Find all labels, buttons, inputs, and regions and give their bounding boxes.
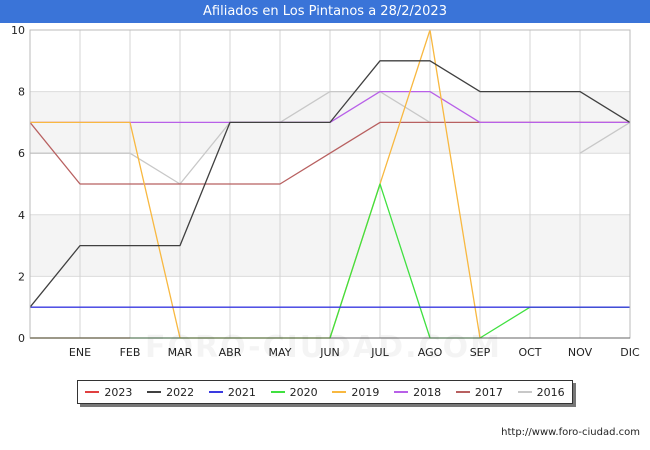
axes xyxy=(29,29,631,339)
series-line-2016 xyxy=(579,121,631,154)
y-tick-label: 0 xyxy=(18,332,25,345)
legend-item-2017: 2017 xyxy=(455,385,503,399)
x-tick-label: AGO xyxy=(418,346,443,359)
x-tick-label: JUN xyxy=(319,346,340,359)
legend-label: 2023 xyxy=(104,385,133,399)
legend-item-2019: 2019 xyxy=(332,386,379,399)
x-tick-label: OCT xyxy=(518,346,541,359)
legend-swatch xyxy=(394,391,409,393)
legend-item-2022: 2022 xyxy=(147,386,194,399)
x-tick-labels: ENE FEB MAR ABR MAY JUN JUL AGO SEP OCT NOV DIC xyxy=(69,346,640,359)
watermark: FORO-CIUDAD.COM xyxy=(145,330,502,365)
legend-label: 2017 xyxy=(474,385,503,399)
y-tick-label: 8 xyxy=(18,86,25,99)
legend-label: 2019 xyxy=(351,385,380,399)
x-tick-label: JUL xyxy=(370,346,389,359)
legend-item-2016: 2016 xyxy=(517,385,565,399)
legend-item-2018: 2018 xyxy=(394,386,441,399)
y-tick-label: 6 xyxy=(18,147,25,160)
legend-item-2023: 2023 xyxy=(85,386,132,399)
x-tick-label: ENE xyxy=(69,346,91,359)
chart-title: Afiliados en Los Pintanos a 28/2/2023 xyxy=(0,0,650,23)
series-line-2022 xyxy=(29,60,631,308)
legend-item-2020: 2020 xyxy=(270,385,318,399)
y-tick-labels: 0 2 4 6 8 10 xyxy=(11,24,25,345)
y-tick-label: 2 xyxy=(18,270,25,283)
x-tick-label: FEB xyxy=(120,346,141,359)
legend-label: 2022 xyxy=(166,385,195,399)
legend-swatch xyxy=(517,391,532,393)
legend-label: 2021 xyxy=(227,385,256,399)
x-tick-label: DIC xyxy=(620,346,640,359)
legend-label: 2016 xyxy=(536,385,565,399)
legend-swatch xyxy=(147,391,162,393)
legend-swatch xyxy=(455,391,470,393)
x-tick-label: ABR xyxy=(219,346,242,359)
legend-swatch xyxy=(85,391,100,393)
x-tick-label: MAY xyxy=(269,346,292,359)
legend-label: 2018 xyxy=(413,385,442,399)
x-tick-label: MAR xyxy=(168,346,193,359)
x-tick-label: SEP xyxy=(470,346,491,359)
x-tick-label: NOV xyxy=(568,346,593,359)
series-lines xyxy=(29,29,631,339)
y-tick-label: 4 xyxy=(18,209,25,222)
legend: 2023 2022 2021 2020 2019 2018 2017 2016 xyxy=(77,380,573,404)
legend-swatch xyxy=(332,391,347,393)
legend-label: 2020 xyxy=(289,385,318,399)
y-tick-label: 10 xyxy=(11,24,25,37)
legend-item-2021: 2021 xyxy=(208,385,256,399)
legend-swatch xyxy=(270,391,285,393)
source-url: http://www.foro-ciudad.com xyxy=(501,427,640,438)
legend-swatch xyxy=(208,391,223,393)
